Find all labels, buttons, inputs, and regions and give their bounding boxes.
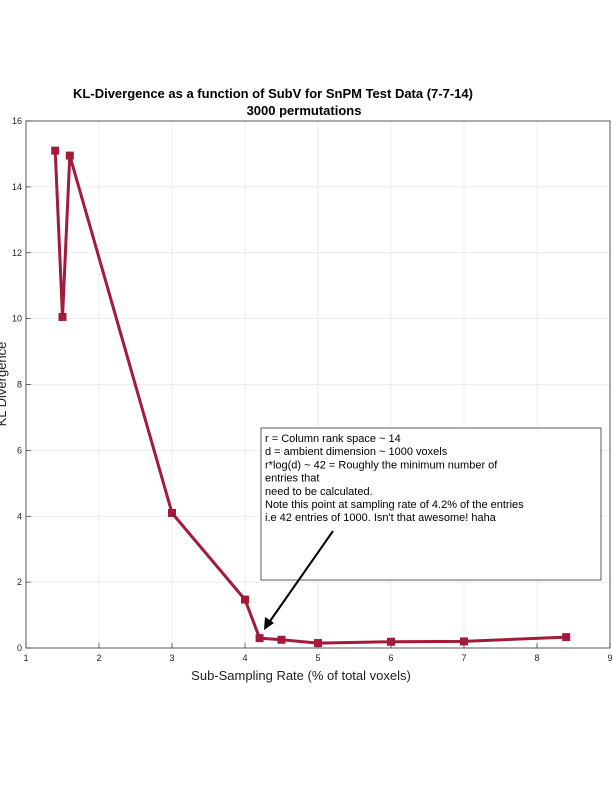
annotation-line: d = ambient dimension ~ 1000 voxels bbox=[265, 446, 448, 458]
x-axis-label: Sub-Sampling Rate (% of total voxels) bbox=[191, 668, 411, 683]
annotation-line: r*log(d) ~ 42 = Roughly the minimum numb… bbox=[265, 459, 498, 471]
data-point bbox=[255, 634, 264, 643]
y-axis-label: KL Divergence bbox=[0, 342, 9, 427]
annotation-arrow-shaft bbox=[267, 530, 334, 625]
annotation-line: Note this point at sampling rate of 4.2%… bbox=[265, 499, 524, 511]
y-tick-label: 12 bbox=[12, 248, 22, 258]
annotation-line: entries that bbox=[265, 473, 319, 485]
annotation: r = Column rank space ~ 14d = ambient di… bbox=[260, 427, 602, 630]
x-tick-label: 9 bbox=[607, 653, 612, 663]
data-point bbox=[460, 637, 468, 646]
data-point bbox=[387, 637, 395, 646]
data-point bbox=[314, 639, 322, 648]
data-point bbox=[65, 151, 74, 160]
x-tick-label: 5 bbox=[315, 653, 320, 663]
x-tick-label: 4 bbox=[242, 653, 247, 663]
data-point bbox=[51, 146, 60, 155]
annotation-line: need to be calculated. bbox=[265, 486, 373, 498]
y-tick-label: 10 bbox=[12, 314, 22, 324]
y-tick-label: 16 bbox=[12, 116, 22, 126]
data-series bbox=[51, 146, 571, 648]
x-tick-label: 2 bbox=[96, 653, 101, 663]
y-tick-label: 14 bbox=[12, 182, 22, 192]
x-tick-label: 6 bbox=[388, 653, 393, 663]
y-tick-label: 0 bbox=[17, 643, 22, 653]
data-point bbox=[241, 595, 249, 604]
annotation-line: i.e 42 entries of 1000. Isn't that aweso… bbox=[265, 512, 497, 524]
data-point bbox=[168, 508, 176, 517]
y-tick-label: 4 bbox=[17, 511, 22, 521]
data-point bbox=[58, 312, 67, 321]
annotation-line: r = Column rank space ~ 14 bbox=[265, 433, 401, 445]
x-tick-label: 1 bbox=[23, 653, 28, 663]
x-tick-label: 3 bbox=[169, 653, 174, 663]
y-tick-label: 6 bbox=[17, 445, 22, 455]
y-tick-label: 2 bbox=[17, 577, 22, 587]
chart-title: KL-Divergence as a function of SubV for … bbox=[73, 86, 473, 101]
y-tick-label: 8 bbox=[17, 380, 22, 390]
x-tick-label: 8 bbox=[534, 653, 539, 663]
x-tick-label: 7 bbox=[461, 653, 466, 663]
data-point bbox=[562, 633, 571, 642]
annotation-arrow-head bbox=[264, 617, 274, 630]
data-point bbox=[277, 635, 286, 644]
chart-subtitle: 3000 permutations bbox=[247, 103, 362, 118]
